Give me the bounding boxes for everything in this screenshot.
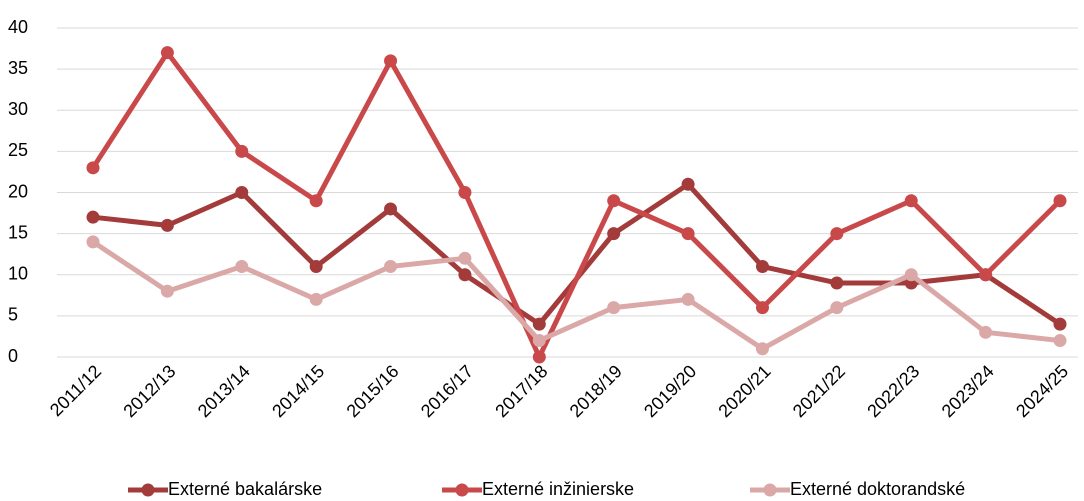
series-line: [91, 239, 1061, 352]
point: [160, 46, 174, 60]
point: [681, 292, 695, 306]
point: [607, 301, 621, 315]
point: [607, 194, 621, 208]
legend-marker: [763, 483, 777, 497]
x-tick-label: 2011/12: [46, 361, 105, 420]
point: [86, 161, 100, 175]
x-tick-label: 2018/19: [566, 361, 626, 421]
x-tick-label: 2023/24: [938, 361, 998, 421]
point: [755, 301, 769, 315]
legend-label: Externé inžinierske: [482, 479, 634, 499]
point: [235, 144, 249, 158]
point: [1053, 317, 1067, 331]
x-tick-label: 2021/22: [789, 361, 849, 421]
point: [309, 260, 323, 274]
point: [309, 194, 323, 208]
point: [979, 325, 993, 339]
point: [755, 260, 769, 274]
point: [607, 227, 621, 241]
point: [86, 210, 100, 224]
point: [830, 301, 844, 315]
x-tick-label: 2017/18: [491, 361, 551, 421]
point: [755, 342, 769, 356]
point: [1053, 194, 1067, 208]
point: [384, 54, 398, 68]
point: [384, 202, 398, 216]
series-line: [90, 50, 1062, 360]
x-tick-label: 2012/13: [119, 361, 179, 421]
x-tick-label: 2015/16: [343, 361, 403, 421]
y-tick-label: 35: [8, 58, 28, 78]
point: [830, 276, 844, 290]
point: [458, 251, 472, 265]
x-tick-label: 2019/20: [640, 361, 700, 421]
y-tick-label: 30: [8, 99, 28, 119]
x-tick-label: 2022/23: [863, 361, 923, 421]
point: [904, 194, 918, 208]
point: [532, 350, 546, 364]
y-tick-label: 15: [8, 222, 28, 242]
point: [458, 186, 472, 199]
x-tick-label: 2024/25: [1012, 361, 1072, 421]
point: [1053, 334, 1067, 348]
y-tick-label: 40: [8, 17, 28, 37]
point: [235, 186, 249, 199]
point: [532, 317, 546, 331]
y-tick-label: 20: [8, 181, 28, 201]
x-tick-label: 2014/15: [268, 361, 328, 421]
y-tick-label: 25: [8, 140, 28, 160]
legend-marker: [455, 483, 469, 497]
point: [979, 268, 993, 282]
point: [160, 218, 174, 232]
y-tick-label: 5: [8, 305, 18, 325]
point: [384, 260, 398, 274]
point: [458, 268, 472, 282]
x-tick-label: 2020/21: [714, 361, 774, 421]
point: [681, 177, 695, 191]
x-tick-label: 2016/17: [417, 361, 477, 421]
point: [532, 334, 546, 348]
y-tick-label: 0: [8, 346, 18, 366]
y-tick-label: 10: [8, 264, 28, 284]
point: [681, 227, 695, 241]
point: [309, 292, 323, 306]
x-tick-label: 2013/14: [194, 361, 254, 421]
legend-marker: [141, 483, 155, 497]
point: [160, 284, 174, 298]
legend-label: Externé doktorandské: [790, 479, 965, 499]
point: [830, 227, 844, 241]
point: [86, 235, 100, 249]
point: [904, 268, 918, 282]
point: [235, 260, 249, 274]
legend-label: Externé bakalárske: [168, 479, 322, 499]
